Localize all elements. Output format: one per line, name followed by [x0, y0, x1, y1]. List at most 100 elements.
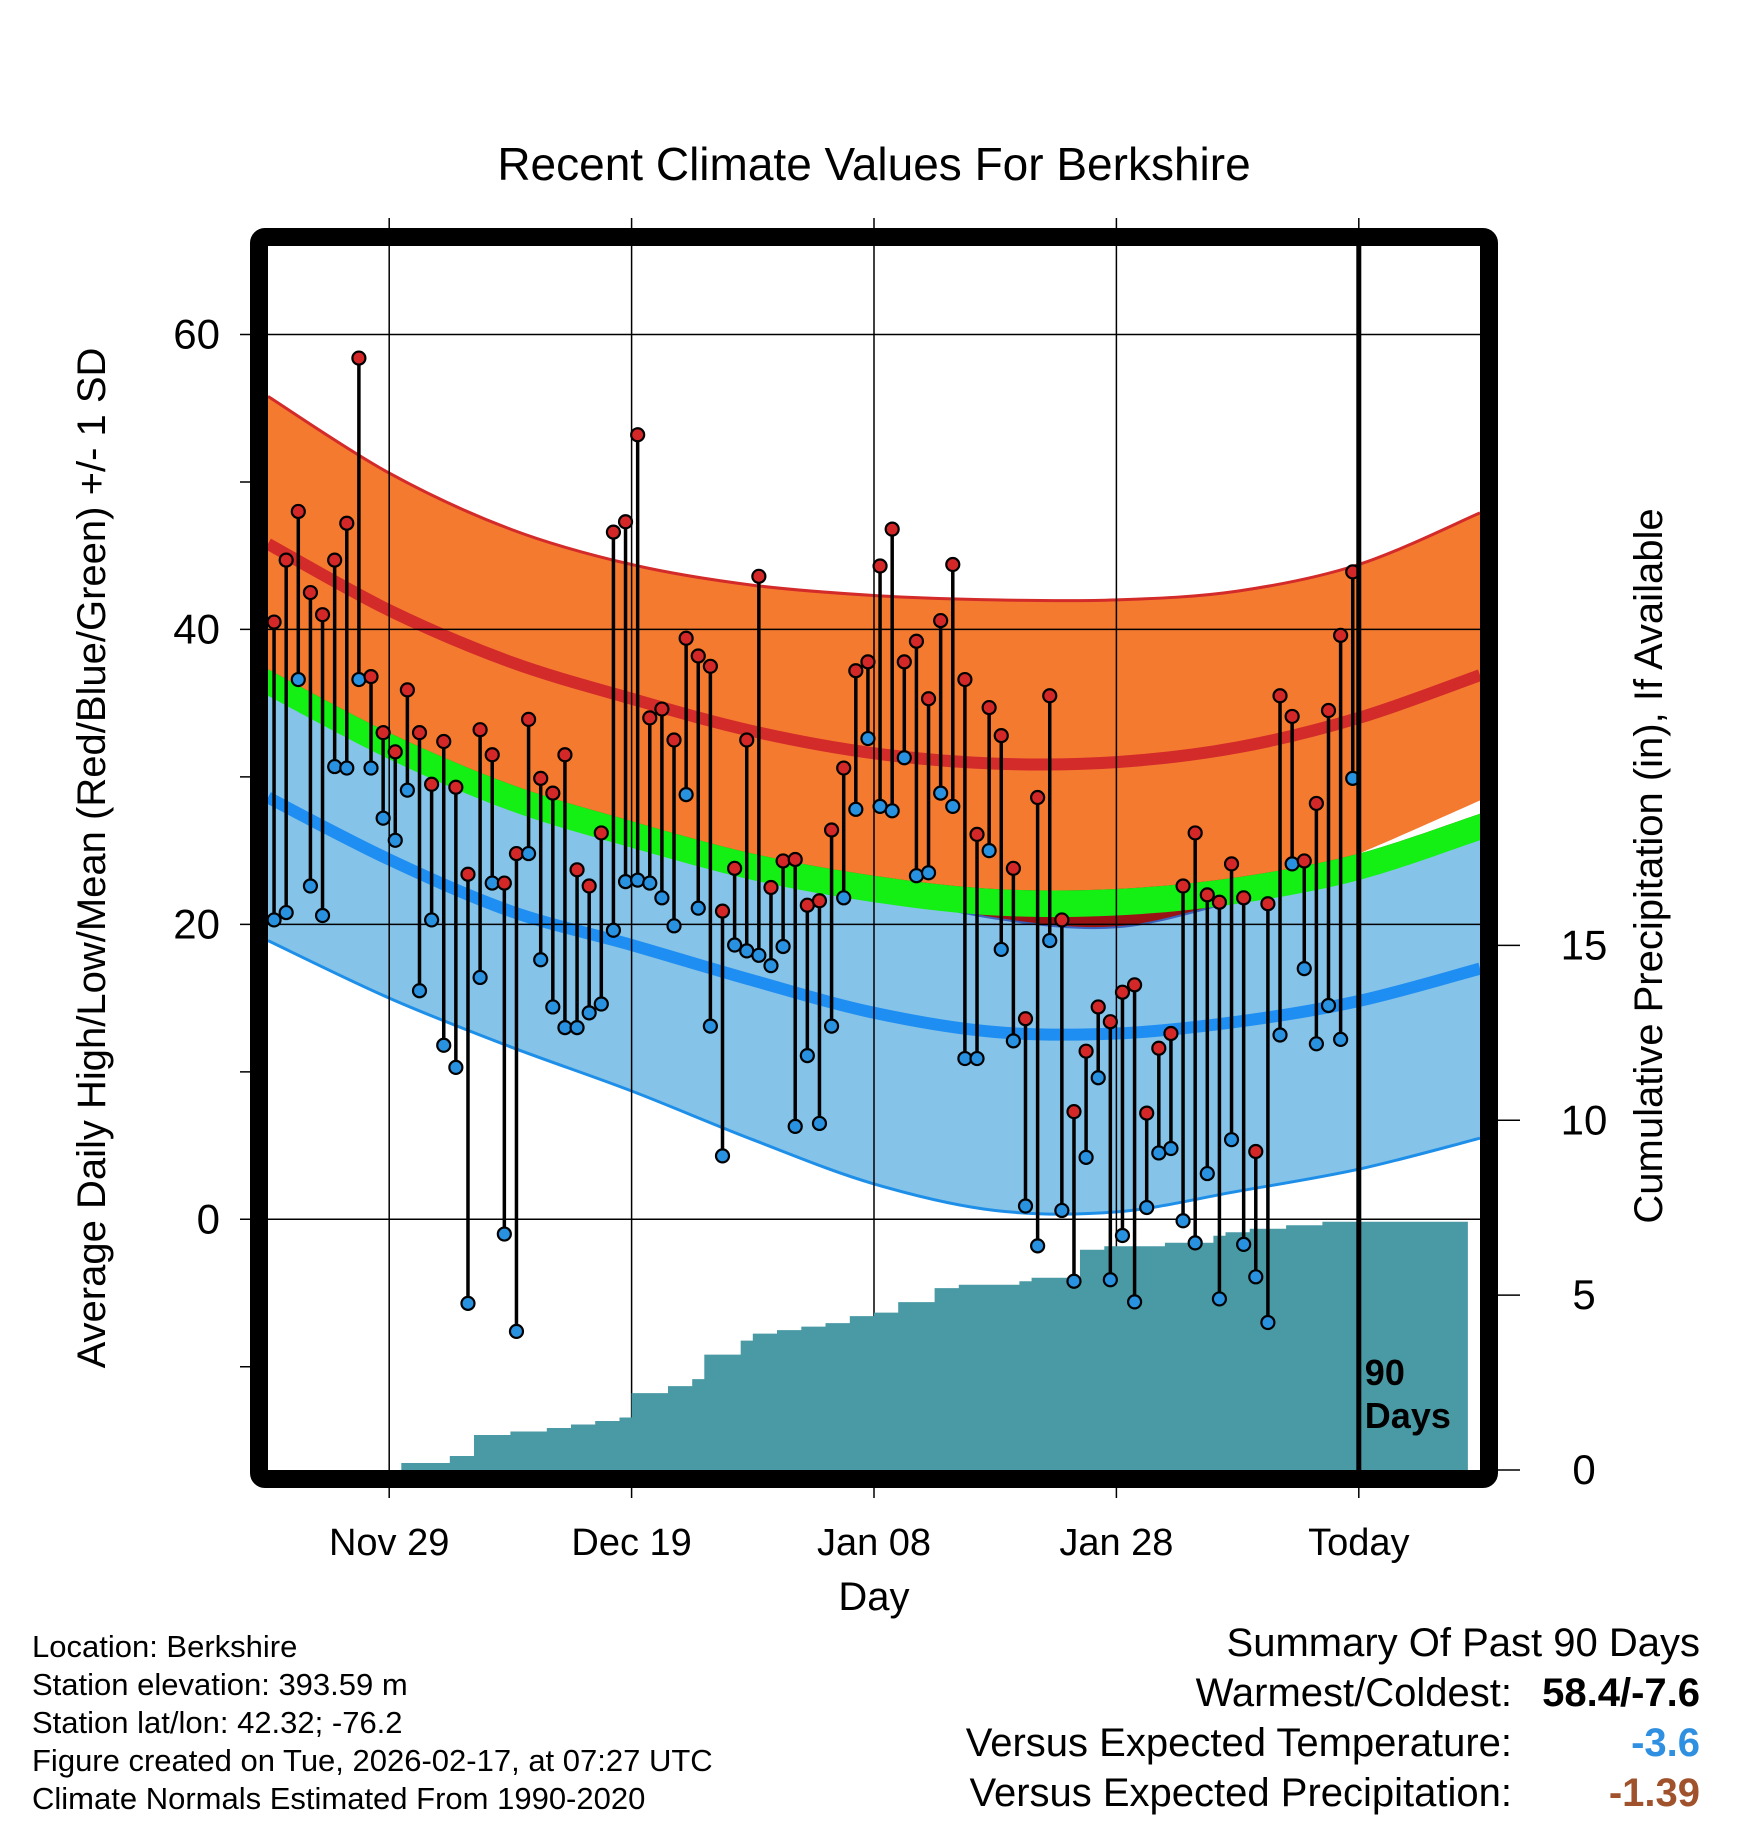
daily-high-point	[884, 521, 900, 537]
daily-high-point	[327, 552, 343, 568]
daily-high-point	[533, 770, 549, 786]
summary-panel: Summary Of Past 90 Days Warmest/Coldest:…	[966, 1618, 1700, 1818]
daily-high-point	[581, 878, 597, 894]
daily-low-point	[1066, 1273, 1082, 1289]
precip-area	[280, 1221, 1468, 1470]
daily-high-point	[763, 879, 779, 896]
daily-low-point	[399, 782, 415, 798]
daily-low-point	[363, 760, 379, 776]
location-text: Location: Berkshire	[32, 1629, 298, 1664]
x-tick-label: Dec 19	[571, 1522, 691, 1564]
right-tick-label: 10	[1561, 1096, 1608, 1143]
daily-high-point	[727, 860, 743, 876]
daily-high-point	[1223, 856, 1240, 872]
normal-mean-band	[268, 669, 1480, 918]
right-tick-label: 15	[1561, 921, 1608, 968]
daily-low-point	[690, 900, 706, 916]
daily-low-point	[896, 750, 912, 766]
daily-low-point	[545, 999, 561, 1015]
daily-high-point	[1126, 977, 1143, 993]
daily-low-point	[811, 1115, 828, 1132]
daily-low-point	[387, 832, 403, 848]
daily-high-point	[1272, 688, 1288, 704]
window-label-number: 90	[1365, 1352, 1405, 1393]
latlon-text: Station lat/lon: 42.32; -76.2	[32, 1705, 403, 1740]
daily-low-point	[327, 758, 343, 775]
daily-high-point	[1017, 1011, 1034, 1027]
daily-low-point	[1333, 1031, 1349, 1047]
daily-high-point	[557, 747, 573, 763]
daily-high-point	[993, 727, 1009, 744]
daily-high-point	[1042, 688, 1058, 704]
station-info: Location: Berkshire Station elevation: 3…	[32, 1628, 713, 1818]
window-label-days: Days	[1365, 1395, 1451, 1436]
daily-high-point	[484, 747, 500, 763]
daily-low-point	[278, 904, 294, 921]
daily-high-point	[1296, 853, 1312, 869]
daily-high-point	[1308, 795, 1324, 812]
x-tick-label: Today	[1308, 1522, 1409, 1564]
daily-low-point	[993, 941, 1009, 958]
daily-high-point	[1066, 1104, 1082, 1120]
daily-low-point	[763, 958, 779, 974]
daily-high-point	[702, 658, 718, 674]
daily-high-point	[339, 515, 355, 531]
daily-low-point	[1078, 1149, 1094, 1165]
chart-title: Recent Climate Values For Berkshire	[497, 138, 1250, 190]
y-tick-label: 20	[173, 900, 220, 947]
daily-high-point	[569, 862, 585, 878]
daily-low-point	[1042, 932, 1058, 949]
right-tick-label: 5	[1572, 1271, 1595, 1318]
daily-high-point	[266, 614, 282, 630]
daily-low-point	[1199, 1165, 1215, 1182]
daily-high-point	[1114, 984, 1131, 1000]
daily-high-point	[751, 568, 767, 584]
daily-high-point	[1163, 1025, 1179, 1042]
daily-high-point	[399, 682, 415, 698]
daily-high-point	[1284, 708, 1300, 725]
daily-high-point	[666, 732, 682, 748]
daily-high-point	[981, 699, 997, 716]
daily-low-point	[266, 912, 282, 928]
daily-low-point	[630, 872, 646, 888]
temp-value: -3.6	[1631, 1721, 1700, 1765]
daily-high-point	[908, 633, 925, 649]
daily-low-point	[496, 1226, 512, 1242]
x-tick-label: Jan 08	[817, 1522, 931, 1564]
daily-low-point	[799, 1048, 815, 1064]
daily-high-point	[1260, 896, 1276, 912]
daily-high-point	[654, 701, 670, 717]
daily-high-point	[823, 822, 840, 838]
daily-low-point	[823, 1018, 840, 1034]
daily-low-point	[920, 865, 937, 881]
daily-low-point	[1248, 1269, 1264, 1285]
daily-low-point	[1114, 1227, 1131, 1244]
daily-high-point	[1102, 1014, 1118, 1030]
daily-high-point	[1151, 1040, 1167, 1056]
daily-high-point	[314, 607, 331, 623]
daily-high-point	[678, 630, 694, 646]
daily-high-point	[1187, 825, 1203, 841]
x-tick-label: Jan 28	[1059, 1522, 1173, 1564]
daily-low-point	[1090, 1070, 1106, 1086]
daily-high-point	[1236, 890, 1252, 906]
daily-low-point	[520, 845, 537, 862]
daily-high-point	[605, 524, 622, 540]
daily-high-point	[302, 584, 319, 601]
daily-high-point	[896, 654, 912, 670]
daily-low-point	[884, 803, 900, 819]
daily-high-point	[1030, 789, 1046, 806]
daily-low-point	[1017, 1198, 1034, 1214]
daily-low-point	[787, 1118, 803, 1134]
daily-low-point	[1296, 961, 1312, 977]
daily-high-point	[278, 552, 294, 568]
daily-high-point	[630, 427, 646, 443]
daily-high-point	[387, 744, 403, 760]
daily-low-point	[727, 937, 743, 953]
daily-low-point	[472, 969, 488, 986]
daily-low-point	[1260, 1314, 1276, 1331]
daily-high-point	[957, 671, 973, 688]
daily-low-point	[945, 798, 961, 814]
y-tick-label: 0	[197, 1195, 220, 1242]
daily-high-point	[1333, 627, 1349, 643]
